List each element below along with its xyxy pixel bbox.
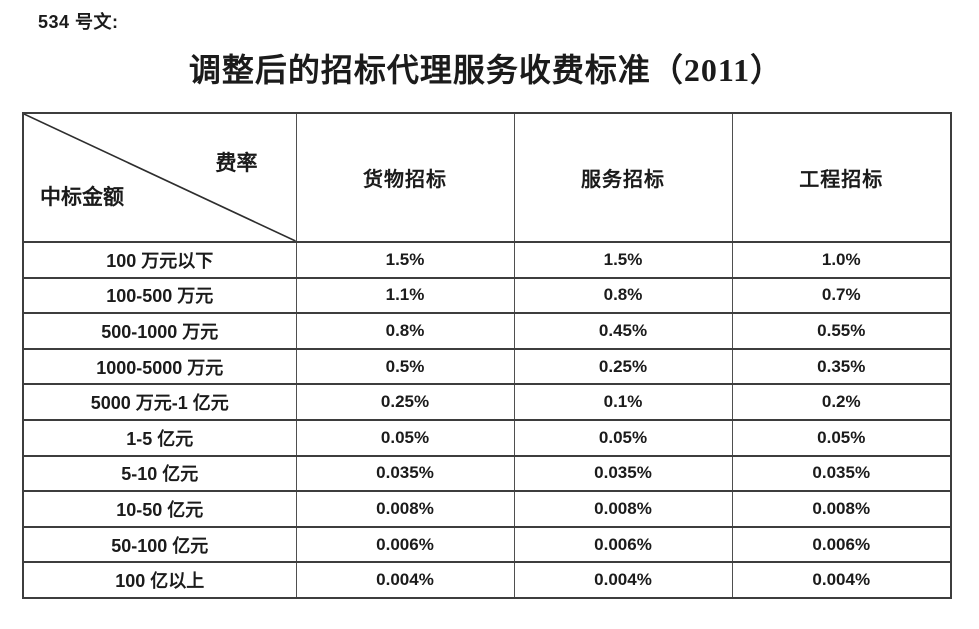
rate-cell: 1.1%: [295, 276, 515, 315]
rate-cell: 0.004%: [295, 561, 515, 599]
rate-cell: 0.7%: [731, 276, 952, 315]
table-row: 5000 万元-1 亿元 0.25% 0.1% 0.2%: [22, 383, 952, 421]
row-label-cell: 500-1000 万元: [22, 312, 297, 350]
rate-cell: 0.006%: [731, 525, 952, 564]
rate-cell: 1.0%: [731, 241, 952, 279]
rate-cell: 0.006%: [295, 525, 515, 564]
rate-cell: 0.25%: [513, 347, 733, 386]
rate-cell: 1.5%: [513, 241, 733, 279]
table-row: 100-500 万元 1.1% 0.8% 0.7%: [22, 276, 952, 315]
rate-cell: 0.05%: [731, 418, 952, 457]
row-label-cell: 10-50 亿元: [22, 490, 297, 528]
rate-cell: 0.035%: [731, 454, 952, 493]
corner-label-rate: 费率: [215, 151, 258, 175]
rate-cell: 0.008%: [295, 490, 515, 528]
row-label-cell: 100-500 万元: [22, 276, 297, 315]
table-row: 10-50 亿元 0.008% 0.008% 0.008%: [22, 490, 952, 528]
column-header-goods: 货物招标: [295, 112, 515, 243]
rate-cell: 0.5%: [295, 347, 515, 386]
rate-cell: 0.8%: [295, 312, 515, 350]
corner-label-amount: 中标金额: [40, 185, 124, 209]
rate-cell: 0.05%: [513, 418, 733, 457]
page-title: 调整后的招标代理服务收费标准（2011）: [188, 52, 784, 88]
rate-cell: 0.008%: [513, 490, 733, 528]
rate-cell: 0.1%: [513, 383, 733, 421]
rate-cell: 0.55%: [731, 312, 952, 350]
table-row: 50-100 亿元 0.006% 0.006% 0.006%: [22, 525, 952, 564]
row-label-cell: 100 亿以上: [22, 561, 297, 599]
rate-cell: 0.35%: [731, 347, 952, 386]
doc-number-label: 534 号文:: [38, 12, 119, 32]
rate-cell: 0.004%: [731, 561, 952, 599]
row-label-cell: 50-100 亿元: [22, 525, 297, 564]
rate-cell: 0.035%: [295, 454, 515, 493]
table-row: 1-5 亿元 0.05% 0.05% 0.05%: [22, 418, 952, 457]
diagonal-line: [24, 114, 296, 241]
rate-cell: 0.2%: [731, 383, 952, 421]
corner-header-cell: 费率 中标金额: [22, 112, 297, 243]
table-row: 100 亿以上 0.004% 0.004% 0.004%: [22, 561, 952, 599]
rate-cell: 0.45%: [513, 312, 733, 350]
row-label-cell: 1000-5000 万元: [22, 347, 297, 386]
row-label-cell: 5000 万元-1 亿元: [22, 383, 297, 421]
rate-cell: 0.8%: [513, 276, 733, 315]
rate-cell: 0.004%: [513, 561, 733, 599]
table-row: 1000-5000 万元 0.5% 0.25% 0.35%: [22, 347, 952, 386]
row-label-cell: 100 万元以下: [22, 241, 297, 279]
row-label-cell: 5-10 亿元: [22, 454, 297, 493]
rate-cell: 0.006%: [513, 525, 733, 564]
rate-cell: 0.25%: [295, 383, 515, 421]
column-header-service: 服务招标: [513, 112, 733, 243]
table-row: 100 万元以下 1.5% 1.5% 1.0%: [22, 241, 952, 279]
rate-cell: 1.5%: [295, 241, 515, 279]
rate-cell: 0.035%: [513, 454, 733, 493]
fee-standard-table: 费率 中标金额 货物招标 服务招标 工程招标 100 万元以下 1.5% 1.5…: [22, 112, 952, 599]
column-header-engineering: 工程招标: [731, 112, 952, 243]
row-label-cell: 1-5 亿元: [22, 418, 297, 457]
rate-cell: 0.008%: [731, 490, 952, 528]
table-row: 500-1000 万元 0.8% 0.45% 0.55%: [22, 312, 952, 350]
rate-cell: 0.05%: [295, 418, 515, 457]
table-row: 5-10 亿元 0.035% 0.035% 0.035%: [22, 454, 952, 493]
table-header-row: 费率 中标金额 货物招标 服务招标 工程招标: [22, 112, 952, 243]
